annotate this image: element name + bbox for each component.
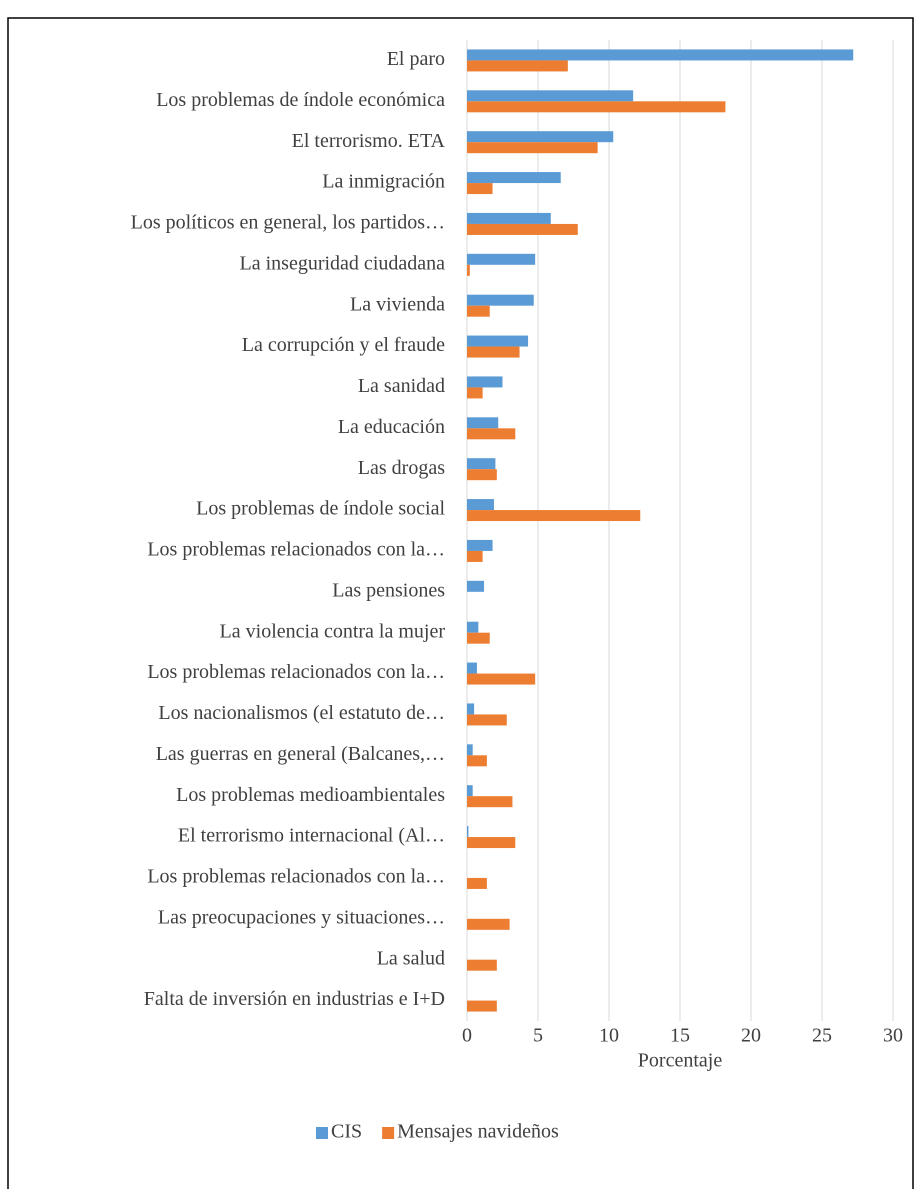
x-tick-label: 30: [883, 1025, 903, 1047]
bar: [467, 458, 496, 470]
bar: [467, 305, 490, 317]
x-tick-label: 0: [462, 1025, 472, 1047]
bar: [467, 580, 485, 592]
bar: [467, 294, 534, 306]
bar: [467, 90, 634, 102]
x-tick-label: 25: [812, 1025, 832, 1047]
bar: [467, 673, 536, 685]
bar: [467, 346, 520, 358]
legend-label: Mensajes navideños: [397, 1121, 559, 1143]
x-tick-label: 10: [599, 1025, 619, 1047]
y-tick-label: La violencia contra la mujer: [220, 620, 446, 642]
y-tick-label: Los problemas de índole económica: [156, 89, 445, 111]
bar: [467, 253, 536, 265]
legend-swatch: [316, 1127, 328, 1139]
bar: [467, 703, 475, 715]
bar: [467, 621, 479, 633]
bar: [467, 183, 493, 195]
x-tick-label: 5: [533, 1025, 543, 1047]
bar: [467, 142, 598, 154]
bar: [467, 101, 726, 113]
y-tick-label: Los problemas relacionados con la…: [147, 866, 445, 888]
x-tick-label: 20: [741, 1025, 761, 1047]
y-tick-label: La salud: [377, 947, 445, 969]
y-tick-label: La corrupción y el fraude: [242, 334, 445, 356]
y-tick-label: La inmigración: [322, 171, 445, 193]
y-tick-label: Las pensiones: [332, 579, 445, 601]
bar: [467, 714, 507, 726]
bar: [467, 469, 497, 481]
bar: [467, 172, 561, 184]
y-tick-label: Los políticos en general, los partidos…: [131, 212, 445, 234]
y-tick-label: Los problemas relacionados con la…: [147, 661, 445, 683]
y-tick-label: El paro: [387, 48, 445, 70]
bar: [467, 1000, 497, 1012]
y-tick-label: Los nacionalismos (el estatuto de…: [158, 702, 445, 724]
chart-border: [7, 17, 914, 1189]
bar: [467, 539, 493, 551]
bar: [467, 131, 614, 143]
y-tick-label: La inseguridad ciudadana: [240, 252, 446, 274]
bar: [467, 785, 473, 797]
bar: [467, 744, 473, 756]
bar: [467, 335, 529, 347]
y-tick-label: Las preocupaciones y situaciones…: [158, 906, 445, 928]
y-tick-label: Falta de inversión en industrias e I+D: [144, 988, 445, 1010]
x-axis-label: Porcentaje: [638, 1050, 723, 1072]
bar: [467, 796, 513, 808]
y-tick-label: Los problemas de índole social: [196, 498, 445, 520]
bar: [467, 417, 499, 429]
bar: [467, 510, 641, 522]
bar: [467, 837, 516, 849]
bar: [467, 918, 510, 930]
bar: [467, 826, 469, 838]
y-tick-label: La educación: [338, 416, 445, 438]
y-tick-label: Las guerras en general (Balcanes,…: [156, 743, 445, 765]
y-tick-label: Los problemas relacionados con la…: [147, 539, 445, 561]
bar: [467, 212, 551, 224]
y-tick-label: La sanidad: [358, 375, 445, 397]
bar: [467, 959, 497, 971]
legend-label: CIS: [331, 1121, 362, 1143]
y-tick-label: Los problemas medioambientales: [176, 784, 445, 806]
bar: [467, 223, 578, 235]
y-tick-label: La vivienda: [350, 293, 445, 315]
bar: [467, 632, 490, 644]
x-tick-label: 15: [670, 1025, 690, 1047]
bar: [467, 662, 477, 674]
bar: [467, 264, 470, 276]
bar: [467, 428, 516, 440]
bar: [467, 60, 568, 72]
y-tick-label: El terrorismo internacional (Al…: [178, 825, 445, 847]
legend-swatch: [382, 1127, 395, 1139]
y-tick-label: Las drogas: [358, 457, 445, 479]
bar: [467, 877, 487, 889]
y-tick-label: El terrorismo. ETA: [292, 130, 446, 152]
bar: [467, 49, 854, 61]
bar: [467, 550, 483, 562]
bar: [467, 387, 483, 399]
bar: [467, 499, 494, 511]
bar: [467, 755, 487, 767]
bar: [467, 376, 503, 388]
